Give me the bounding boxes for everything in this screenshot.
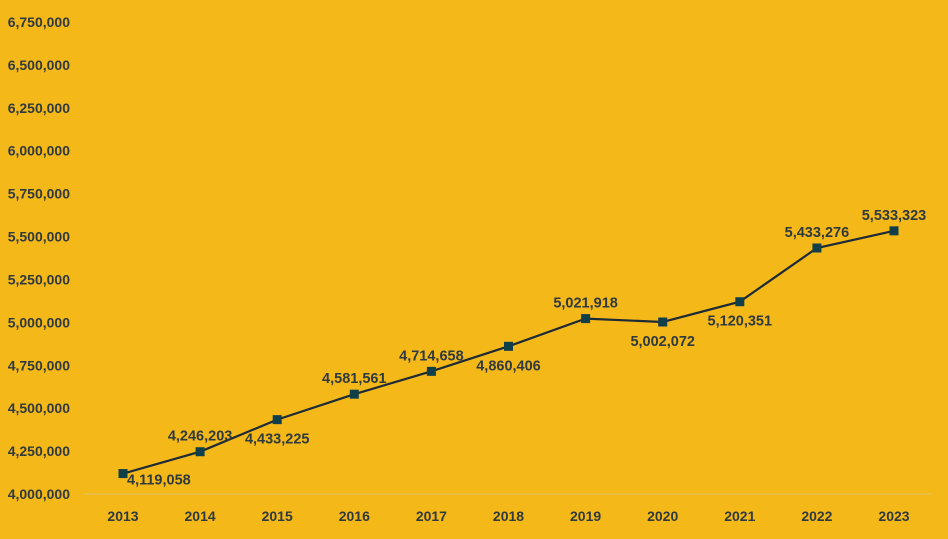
data-label: 5,120,351 [708, 314, 773, 330]
x-tick-label: 2014 [185, 508, 216, 524]
data-label: 4,860,406 [476, 358, 541, 374]
y-tick-label: 4,750,000 [8, 357, 70, 373]
data-label: 5,533,323 [862, 208, 927, 224]
data-label: 4,119,058 [127, 473, 191, 489]
x-tick-label: 2016 [339, 508, 370, 524]
x-tick-label: 2022 [801, 508, 832, 524]
y-tick-label: 4,000,000 [8, 486, 70, 502]
y-tick-label: 4,500,000 [8, 400, 70, 416]
y-tick-label: 4,250,000 [8, 443, 70, 459]
y-tick-label: 6,250,000 [8, 100, 70, 116]
y-axis: 4,000,000 4,250,000 4,500,000 4,750,000 5,00… [8, 14, 70, 502]
data-point-marker [272, 415, 282, 425]
data-label: 4,581,561 [322, 371, 387, 387]
x-tick-label: 2023 [878, 508, 909, 524]
data-point-marker [426, 366, 436, 376]
data-point-marker [735, 297, 745, 307]
x-tick-label: 2021 [724, 508, 755, 524]
data-label: 5,021,918 [553, 296, 618, 312]
data-point-marker [581, 314, 591, 324]
x-tick-label: 2013 [107, 508, 138, 524]
data-label: 4,246,203 [168, 429, 233, 445]
x-axis: 2013 2014 2015 2016 2017 2018 2019 2020 2021 2022… [84, 493, 932, 524]
x-tick-label: 2019 [570, 508, 601, 524]
y-tick-label: 5,250,000 [8, 271, 70, 287]
data-point-marker [195, 447, 205, 457]
series-group [118, 226, 899, 479]
data-label: 5,002,072 [630, 334, 695, 350]
x-tick-label: 2018 [493, 508, 524, 524]
data-point-marker [504, 341, 513, 351]
data-point-marker [889, 226, 899, 236]
x-tick-label: 2020 [647, 508, 678, 524]
data-point-marker [812, 243, 822, 253]
y-tick-label: 6,500,000 [8, 57, 70, 73]
data-label: 5,433,276 [785, 225, 850, 241]
data-label: 4,433,225 [245, 432, 310, 448]
y-tick-label: 6,000,000 [8, 143, 70, 159]
series-line [122, 229, 895, 475]
data-point-marker [118, 469, 128, 479]
x-tick-label: 2017 [416, 508, 447, 524]
y-tick-label: 5,500,000 [8, 229, 70, 245]
y-tick-label: 6,750,000 [8, 14, 70, 30]
data-point-marker [658, 317, 668, 327]
y-tick-label: 5,000,000 [8, 314, 70, 330]
data-point-marker [349, 389, 359, 399]
y-tick-label: 5,750,000 [8, 186, 70, 202]
data-label: 4,714,658 [399, 348, 464, 364]
data-labels: 4,119,058 4,246,203 4,433,225 4,581,561 4,71… [127, 208, 926, 489]
x-tick-label: 2015 [262, 508, 293, 524]
